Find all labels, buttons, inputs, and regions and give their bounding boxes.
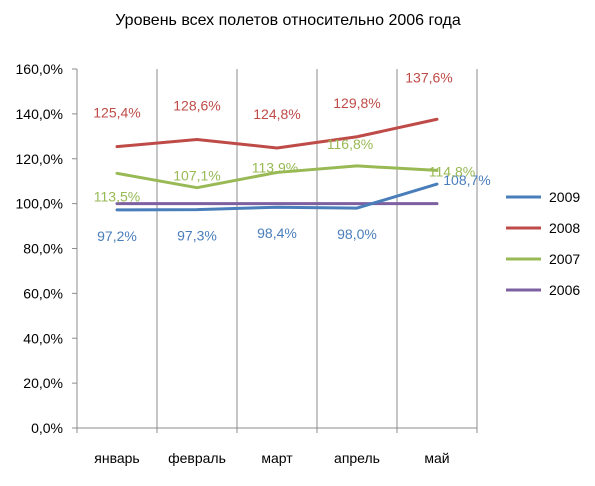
data-label-2008: 129,8% (333, 95, 380, 111)
series-line-2008 (115, 117, 439, 150)
data-label-2008: 124,8% (253, 106, 300, 122)
axes: 0,0% 20,0% 40,0% 60,0% 80,0% 100,0% 120,0% 140,… (16, 61, 478, 466)
legend-label-2006: 2006 (549, 282, 580, 298)
data-label-2008: 137,6% (405, 69, 452, 85)
x-tick-label: март (261, 450, 293, 466)
data-label-2007: 107,1% (173, 168, 220, 184)
x-tick-label: январь (94, 450, 139, 466)
chart-title: Уровень всех полетов относительно 2006 г… (115, 12, 461, 29)
y-tick-label: 0,0% (31, 420, 63, 436)
data-label-2008: 125,4% (93, 105, 140, 121)
data-label-2008: 128,6% (173, 97, 220, 113)
data-label-2007: 116,8% (327, 136, 373, 152)
y-tick-label: 40,0% (23, 330, 63, 346)
series-line-2009 (115, 182, 439, 212)
y-tick-label: 140,0% (16, 106, 63, 122)
data-labels: 97,2% 97,3% 98,4% 98,0% 108,7% 125,4% 128,6% 12… (93, 69, 490, 244)
x-tick-label: май (424, 450, 449, 466)
legend-label-2008: 2008 (549, 220, 580, 236)
y-tick-label: 120,0% (16, 151, 63, 167)
y-tick-label: 20,0% (23, 375, 63, 391)
y-tick-label: 160,0% (16, 61, 63, 77)
legend: 2009 2008 2007 2006 (506, 189, 580, 298)
series-line-2007 (115, 164, 439, 190)
data-label-2007: 113,9% (252, 159, 298, 175)
x-tick-label: апрель (334, 450, 380, 466)
series-lines (115, 117, 439, 212)
y-tick-label: 100,0% (16, 196, 63, 212)
y-tick-label: 80,0% (23, 241, 63, 257)
legend-label-2007: 2007 (549, 251, 580, 267)
data-label-2009: 98,0% (337, 226, 377, 242)
data-label-2009: 97,2% (97, 228, 137, 244)
y-tick-label: 60,0% (23, 285, 63, 301)
data-label-2007: 114,8% (429, 163, 475, 179)
data-label-2007: 113,5% (94, 188, 140, 204)
data-label-2009: 108,7% (443, 172, 490, 188)
x-tick-label: февраль (168, 450, 226, 466)
data-label-2009: 98,4% (257, 225, 297, 241)
legend-label-2009: 2009 (549, 189, 580, 205)
data-label-2009: 97,3% (177, 228, 217, 244)
